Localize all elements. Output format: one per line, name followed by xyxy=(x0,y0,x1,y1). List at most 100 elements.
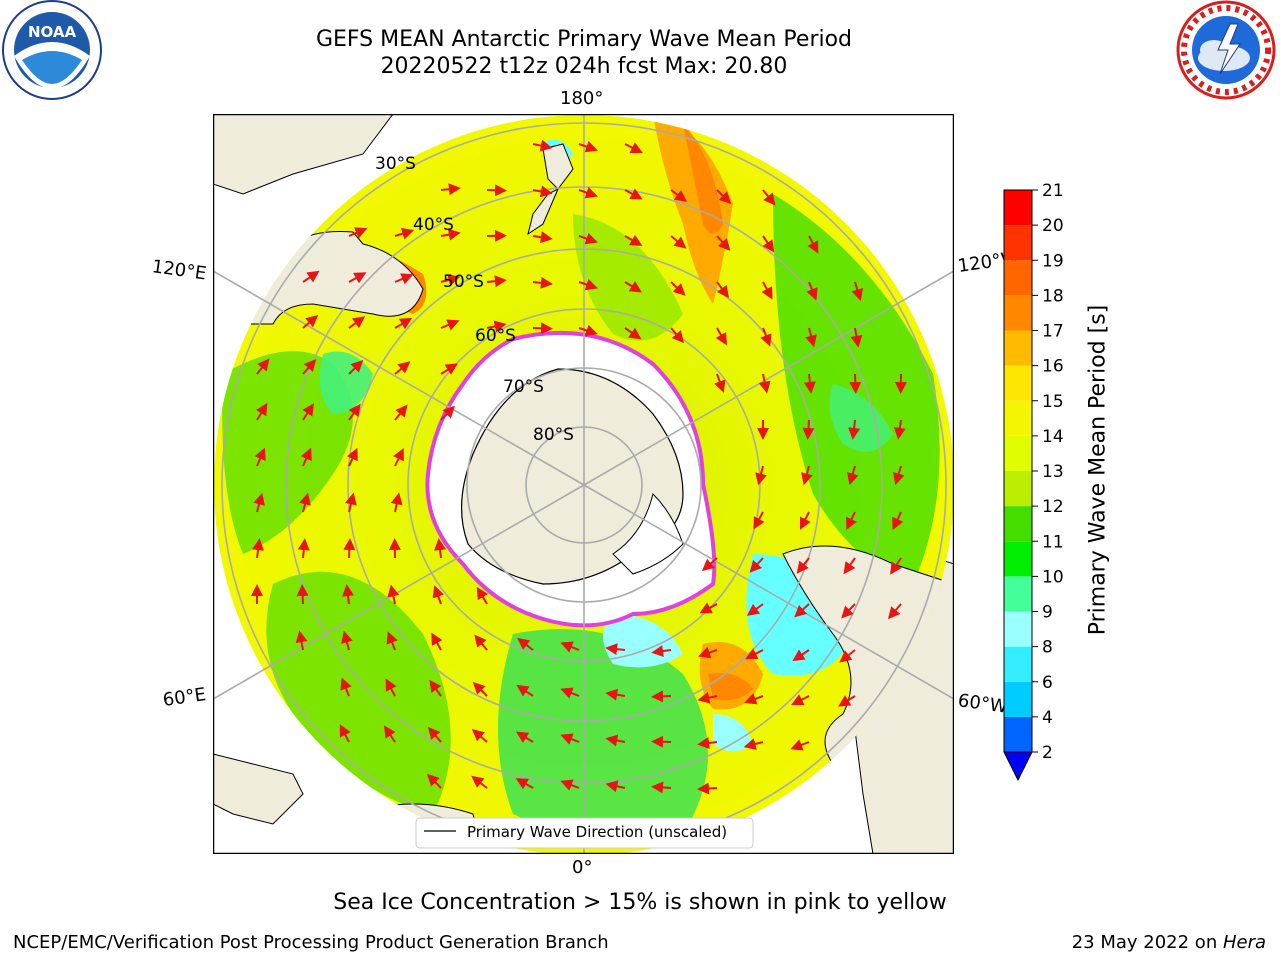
lat-label-80: 80°S xyxy=(533,425,574,445)
wave-direction-arrow xyxy=(624,281,643,293)
wave-direction-arrow xyxy=(892,465,905,486)
colorbar-under-triangle xyxy=(1003,751,1033,782)
wave-direction-arrow xyxy=(346,447,358,467)
wave-direction-arrow xyxy=(847,465,859,486)
wave-direction-arrow xyxy=(486,275,507,288)
wave-direction-arrow xyxy=(578,186,598,199)
wave-direction-arrow xyxy=(297,538,310,559)
wave-direction-arrow xyxy=(760,327,772,347)
colorbar-block xyxy=(1004,190,1032,226)
wave-direction-arrow xyxy=(802,419,815,440)
lon-label-60e: 60°E xyxy=(161,684,208,711)
map-border xyxy=(212,113,955,855)
wave-direction-arrow xyxy=(796,557,810,574)
lon-label-0: 0° xyxy=(572,857,593,878)
colorbar-block xyxy=(1004,716,1032,752)
wave-direction-arrow xyxy=(394,361,411,375)
new-zealand-north xyxy=(542,143,574,190)
wave-direction-arrow xyxy=(753,511,765,530)
wave-direction-arrow xyxy=(890,557,902,575)
wave-direction-arrow xyxy=(893,419,906,440)
wave-direction-arrow xyxy=(838,695,856,707)
host-text: Hera xyxy=(1222,932,1266,953)
wave-direction-arrow xyxy=(340,677,352,697)
wave-direction-arrow xyxy=(299,492,311,513)
wave-direction-arrow xyxy=(624,327,642,340)
australia-outer-land xyxy=(213,114,394,195)
wave-direction-arrow xyxy=(843,557,856,575)
colorbar-tick-label: 16 xyxy=(1042,357,1064,377)
wave-direction-arrow xyxy=(532,276,553,289)
colorbar-tick-label: 12 xyxy=(1042,497,1064,517)
wave-direction-arrow xyxy=(252,538,264,559)
colorbar-block xyxy=(1004,541,1032,577)
polar-map: 30°S 40°S 50°S 60°S 70°S 80°S Primary Wa… xyxy=(212,113,955,855)
legend-label: Primary Wave Direction (unscaled) xyxy=(467,823,727,841)
patch-red-atlantic xyxy=(708,673,753,701)
wave-direction-arrow xyxy=(790,739,810,751)
wave-direction-arrow xyxy=(839,649,856,663)
wave-direction-arrow xyxy=(429,679,442,697)
wave-direction-arrow xyxy=(339,724,351,743)
colorbar-ticks: 2 4 6 8 9 10 11 12 13 14 15 16 17 18 19 20 21 xyxy=(1032,181,1064,763)
wave-direction-arrow xyxy=(254,447,266,467)
colorbar-tick-label: 10 xyxy=(1042,567,1064,587)
sea-ice-note: Sea Ice Concentration > 15% is shown in … xyxy=(333,890,947,915)
wave-direction-arrow xyxy=(758,373,771,394)
wave-direction-arrow xyxy=(624,142,643,154)
wave-direction-arrow xyxy=(848,419,861,440)
nws-logo xyxy=(1176,0,1276,100)
wave-direction-arrow xyxy=(715,327,727,346)
wave-direction-arrow xyxy=(746,603,764,616)
colorbar-block xyxy=(1004,225,1032,261)
wave-direction-arrow xyxy=(794,603,810,618)
wave-direction-arrow xyxy=(394,273,414,285)
wave-direction-arrow xyxy=(578,324,598,337)
wave-direction-arrow xyxy=(791,694,810,706)
wave-direction-arrow xyxy=(345,492,357,513)
wave-direction-arrow xyxy=(253,492,265,513)
wave-direction-arrow xyxy=(348,316,366,329)
colorbar-block xyxy=(1004,611,1032,647)
colorbar-block xyxy=(1004,471,1032,507)
wave-direction-arrow xyxy=(517,637,534,651)
colorbar-block xyxy=(1004,400,1032,436)
wave-direction-arrow xyxy=(474,634,488,651)
wave-direction-arrow xyxy=(560,733,580,745)
colorbar-blocks xyxy=(1003,189,1033,782)
wave-direction-arrow xyxy=(385,678,397,697)
colorbar-tick-label: 11 xyxy=(1042,532,1064,552)
antarctica-land xyxy=(461,368,684,585)
wave-direction-arrow xyxy=(749,557,764,573)
wave-direction-arrow xyxy=(471,728,488,743)
credit-text: NCEP/EMC/Verification Post Processing Pr… xyxy=(13,932,609,953)
weddell-sea-ice xyxy=(612,493,684,575)
wave-direction-arrow xyxy=(348,403,361,421)
wave-direction-arrow xyxy=(799,511,811,530)
date-stamp: 23 May 2022 on Hera xyxy=(1072,932,1266,953)
wave-direction-arrow xyxy=(440,363,458,375)
wave-direction-arrow xyxy=(394,317,413,330)
wave-direction-arrow xyxy=(348,227,368,239)
date-text: 23 May 2022 on xyxy=(1071,932,1223,953)
colorbar-tick-label: 8 xyxy=(1042,638,1053,658)
meridian-120e xyxy=(213,270,585,486)
wave-direction-arrow xyxy=(300,447,312,467)
wave-direction-arrow xyxy=(699,602,718,614)
graticule xyxy=(213,114,954,854)
new-zealand-south xyxy=(527,187,559,236)
colorbar-tick-label: 2 xyxy=(1042,743,1053,763)
wave-direction-arrow xyxy=(476,586,489,605)
wave-direction-arrow xyxy=(560,641,580,653)
wave-direction-arrow xyxy=(716,281,729,299)
colorbar-tick-label: 9 xyxy=(1042,603,1053,623)
wave-direction-arrow xyxy=(387,584,400,605)
wave-direction-arrow xyxy=(762,235,775,253)
colorbar: 2 4 6 8 9 10 11 12 13 14 15 16 17 18 19 20 21 xyxy=(1003,181,1064,782)
patch-green-southwest xyxy=(266,571,451,814)
colorbar-block xyxy=(1004,681,1032,717)
lon-label-180: 180° xyxy=(560,88,604,109)
wave-direction-arrow xyxy=(670,327,685,344)
wave-direction-arrow xyxy=(792,649,810,662)
wave-direction-arrow xyxy=(851,281,864,302)
